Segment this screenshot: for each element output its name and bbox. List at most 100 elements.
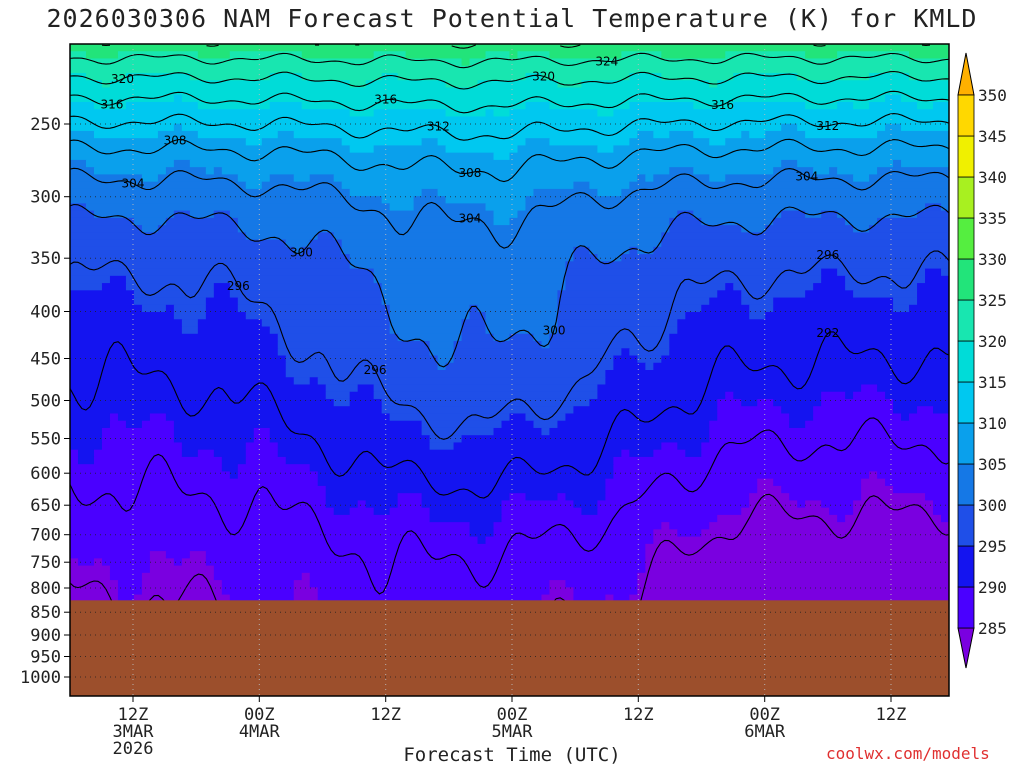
fill-cell xyxy=(645,543,949,552)
fill-cell xyxy=(485,536,654,545)
x-tick-label: 12Z xyxy=(118,705,149,725)
fill-cell xyxy=(285,456,614,465)
fill-cell xyxy=(565,275,822,284)
contour-label: 304 xyxy=(795,170,818,184)
fill-cell xyxy=(677,210,694,219)
fill-cell xyxy=(197,51,231,60)
colorbar-segment xyxy=(957,94,975,137)
fill-cell xyxy=(213,210,231,219)
fill-cell xyxy=(629,246,638,255)
fill-cell xyxy=(597,145,614,154)
colorbar-label: 350 xyxy=(978,86,1007,105)
fill-cell xyxy=(277,442,431,451)
fill-cell xyxy=(805,51,838,60)
fill-cell xyxy=(70,529,471,538)
fill-cell xyxy=(173,159,191,168)
fill-cell xyxy=(141,304,167,313)
fill-cell xyxy=(781,406,814,415)
fill-cell xyxy=(701,442,949,451)
fill-cell xyxy=(70,551,151,559)
fill-cell xyxy=(557,326,678,335)
fill-cell xyxy=(70,348,279,357)
credit-link[interactable]: coolwx.com/models xyxy=(826,744,990,763)
fill-cell xyxy=(557,312,686,320)
fill-cell xyxy=(629,72,662,81)
colorbar-segment xyxy=(957,258,975,301)
fill-cell xyxy=(301,246,343,255)
fill-cell xyxy=(165,304,175,313)
fill-cell xyxy=(70,333,279,342)
fill-cell xyxy=(613,362,646,371)
fill-cell xyxy=(141,572,215,581)
fill-cell xyxy=(853,225,870,233)
fill-cell xyxy=(285,362,439,371)
x-tick-label: 12Z xyxy=(370,705,401,725)
fill-cell xyxy=(397,493,423,501)
fill-cell xyxy=(661,355,949,364)
fill-cell xyxy=(221,580,295,588)
fill-cell xyxy=(917,406,934,415)
fill-cell xyxy=(621,348,630,357)
fill-cell xyxy=(661,51,726,60)
contour-label: 296 xyxy=(816,248,839,262)
fill-cell xyxy=(717,290,742,299)
fill-cell xyxy=(885,123,902,132)
fill-cell xyxy=(669,167,694,175)
x-tick-label: 00Z xyxy=(497,705,528,725)
fill-cell xyxy=(149,558,175,567)
colorbar-segment xyxy=(957,340,975,383)
fill-cell xyxy=(357,500,367,509)
fill-cell xyxy=(741,290,806,299)
fill-cell xyxy=(389,203,415,212)
contour-308 xyxy=(70,138,949,183)
fill-cell xyxy=(77,558,95,567)
fill-cell xyxy=(605,370,949,378)
fill-cell xyxy=(701,529,949,538)
fill-cell xyxy=(197,130,279,139)
fill-cell xyxy=(837,167,878,175)
fill-cell xyxy=(693,167,774,175)
fill-cell xyxy=(173,210,191,219)
fill-cell xyxy=(85,51,119,60)
fill-cell xyxy=(629,594,949,603)
fill-cell xyxy=(237,471,319,480)
fill-cell xyxy=(261,138,343,147)
fill-cell xyxy=(677,319,949,328)
colorbar-high-arrow xyxy=(957,52,975,96)
fill-cell xyxy=(317,594,543,603)
fill-cell xyxy=(565,493,606,501)
fill-cell xyxy=(485,109,495,118)
fill-cell xyxy=(773,217,846,226)
contour-label: 320 xyxy=(111,72,134,86)
fill-cell xyxy=(525,196,949,204)
fill-cell xyxy=(909,72,949,81)
y-tick-label: 650 xyxy=(30,496,61,516)
fill-cell xyxy=(469,522,495,530)
fill-cell xyxy=(70,109,351,118)
fill-cell xyxy=(725,138,949,147)
fill-cell xyxy=(909,304,949,313)
fill-cell xyxy=(70,217,135,226)
y-tick-label: 600 xyxy=(30,464,61,484)
fill-cell xyxy=(349,261,567,270)
fill-cell xyxy=(837,210,918,219)
fill-cell xyxy=(101,283,127,291)
fill-cell xyxy=(70,275,111,284)
fill-cell xyxy=(909,51,949,60)
fill-cell xyxy=(245,456,287,465)
fill-cell xyxy=(477,80,559,89)
fill-cell xyxy=(549,333,670,342)
fill-cell xyxy=(277,333,399,342)
contour-label: 316 xyxy=(711,98,734,112)
fill-cell xyxy=(141,587,223,596)
fill-cell xyxy=(237,297,383,306)
fill-cell xyxy=(837,101,854,110)
fill-cell xyxy=(733,391,822,400)
fill-cell xyxy=(109,565,151,574)
fill-cell xyxy=(285,370,606,378)
contour-316 xyxy=(70,90,949,114)
fill-cell xyxy=(70,435,103,444)
fill-cell xyxy=(373,145,447,154)
fill-cell xyxy=(70,478,319,487)
